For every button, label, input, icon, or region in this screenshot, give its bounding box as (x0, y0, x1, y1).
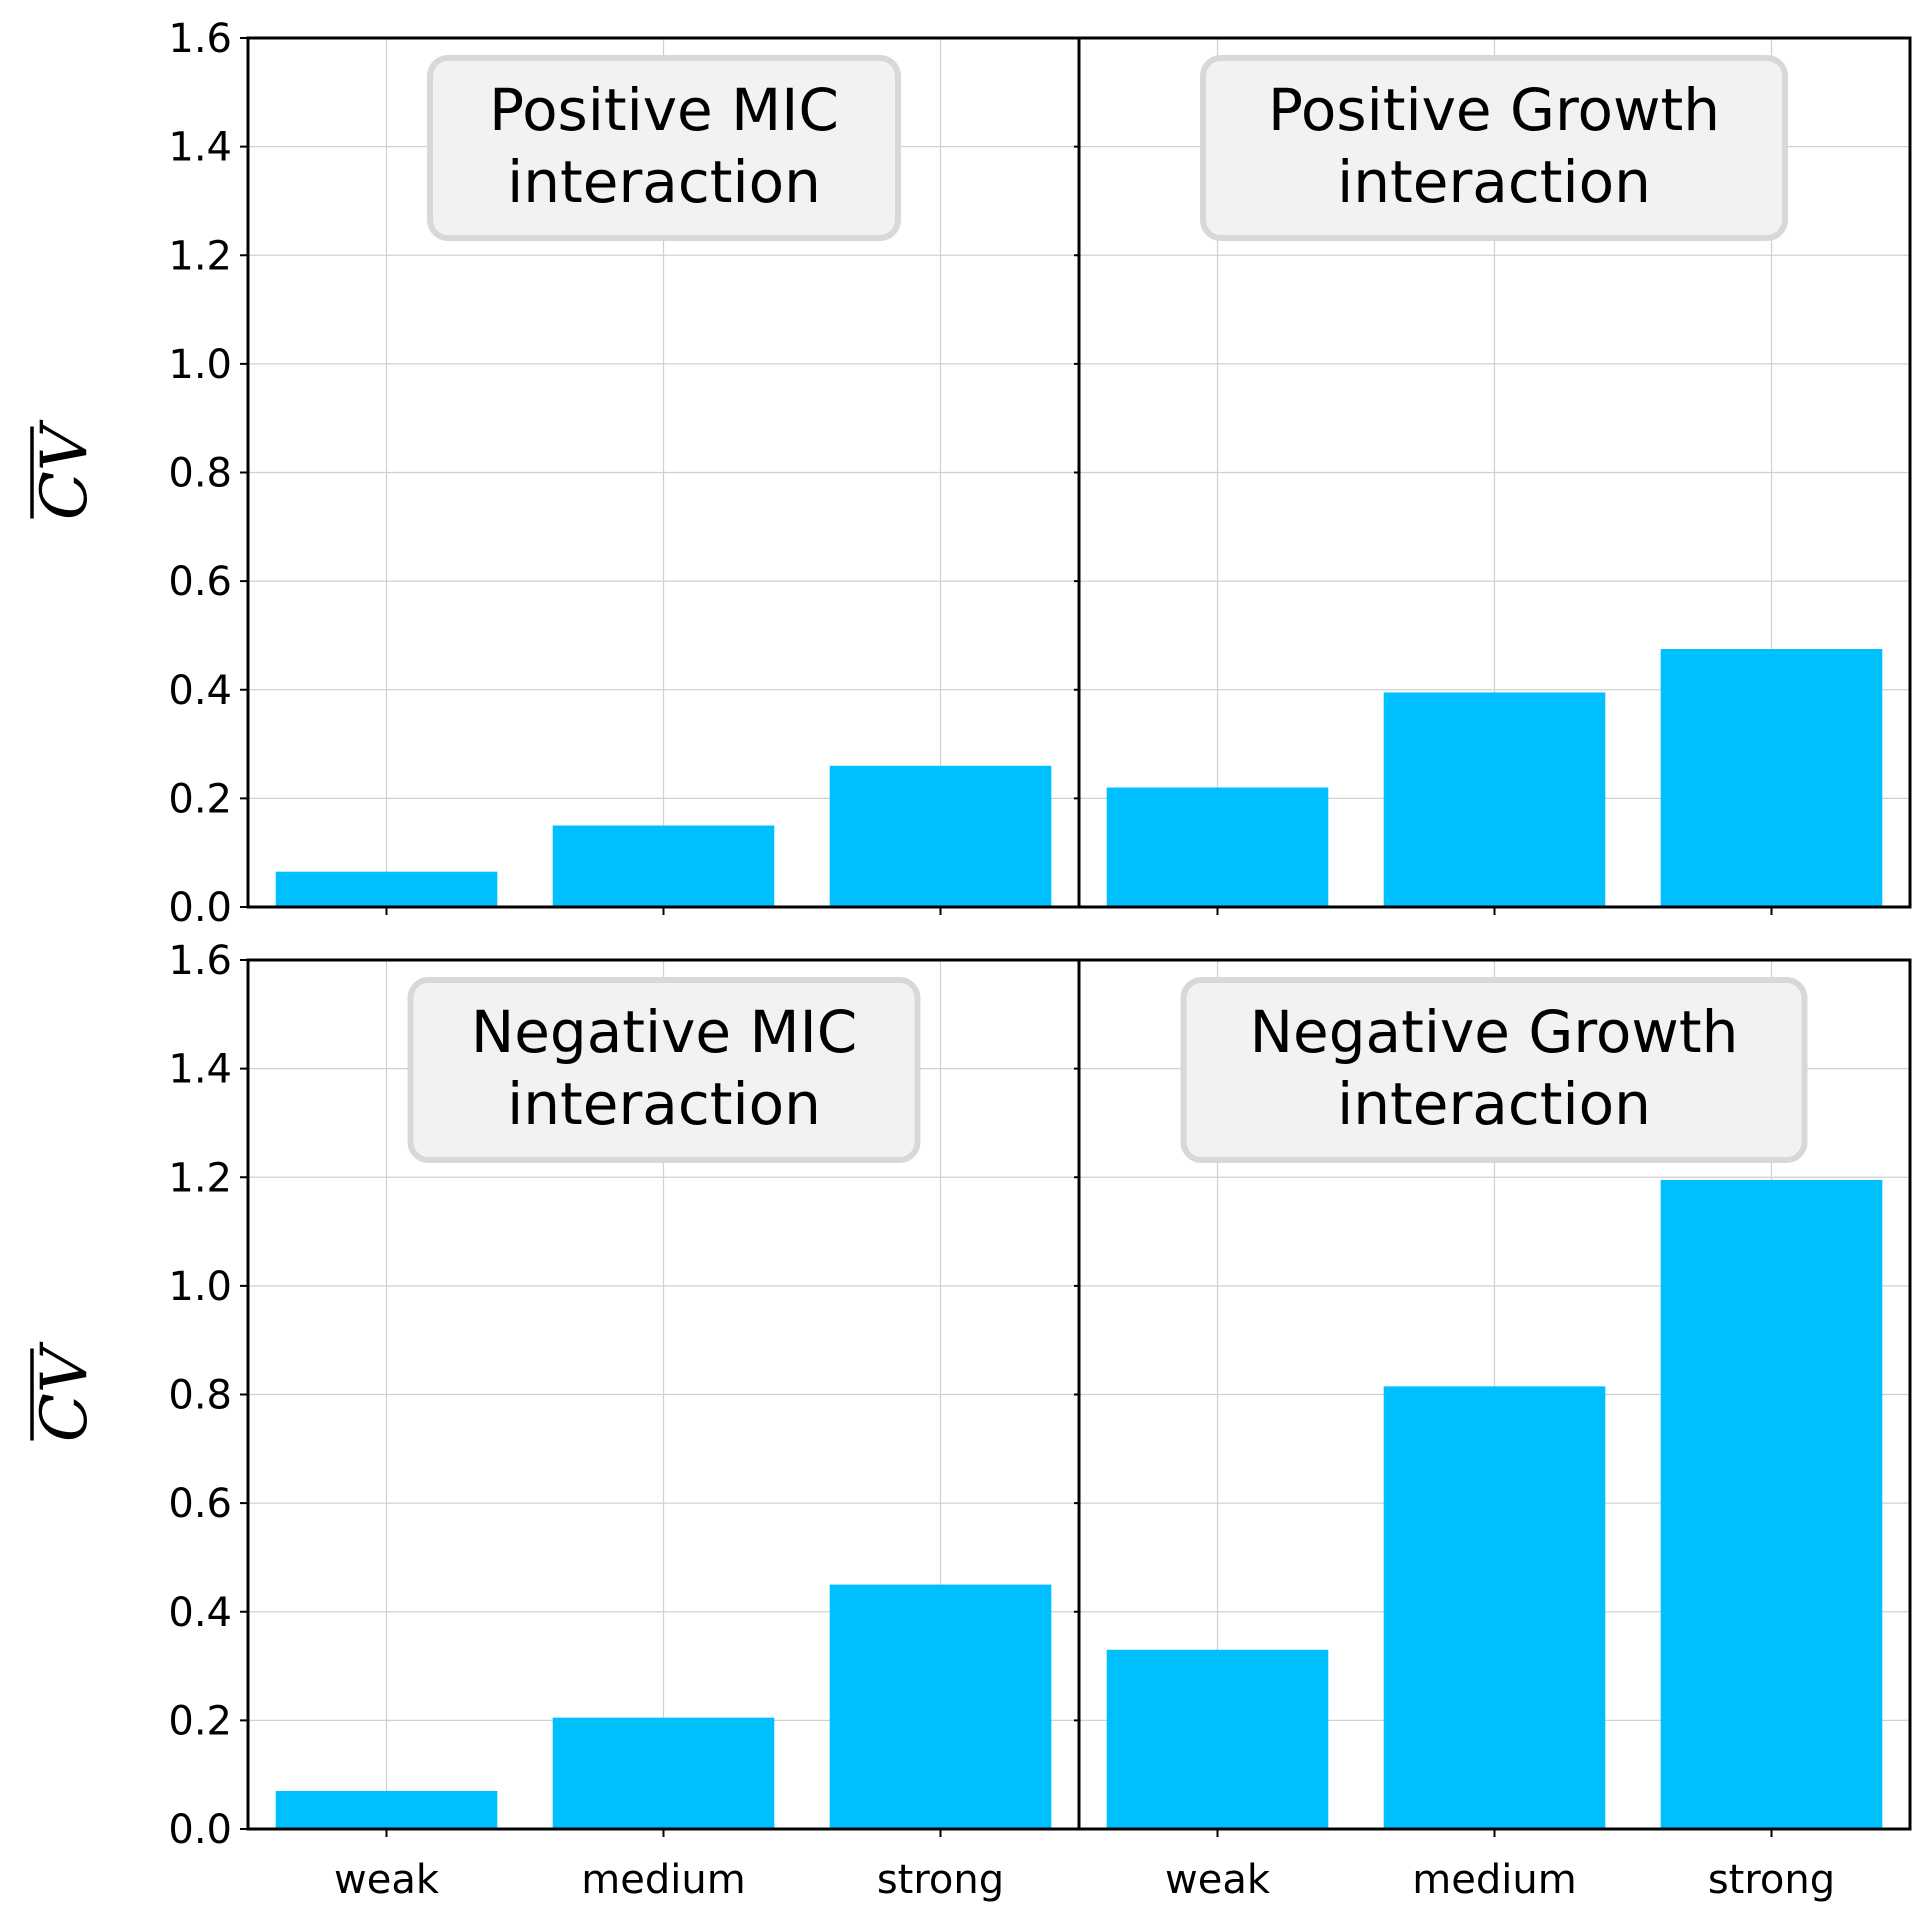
y-tick-label: 0.4 (168, 668, 232, 714)
y-tick-label: 0.8 (168, 1373, 232, 1419)
bar-strong (829, 1584, 1052, 1829)
panel-3: Negative MIC interaction 0.0 0.2 0.4 0.6 0.8 1.… (168, 938, 1081, 1903)
y-tick-label: 1.4 (168, 125, 232, 171)
bar-strong (829, 765, 1052, 907)
annotation-line: interaction (1337, 148, 1651, 216)
y-tick-label: 1.2 (168, 1155, 232, 1201)
panel-1: Positive MIC interaction 0.0 0.2 0.4 0.6 0.8 1.… (168, 16, 1081, 931)
bar-weak (275, 1790, 498, 1829)
annotation-line: interaction (507, 1070, 821, 1138)
annotation-box (1200, 55, 1788, 241)
y-tick-label: 1.0 (168, 342, 232, 388)
x-tick-label-medium: medium (1412, 1857, 1576, 1903)
panel-2: Positive Growth interaction (1074, 36, 1912, 915)
bar-weak (1106, 1649, 1329, 1829)
x-tick-label-weak: weak (1165, 1857, 1271, 1903)
bar-weak (275, 871, 498, 907)
y-axis-label-text: CV (28, 419, 102, 520)
y-axis-label: CV (28, 1341, 102, 1442)
bar-medium (1383, 692, 1606, 907)
annotation-line: interaction (507, 148, 821, 216)
y-tick-label: 0.6 (168, 1481, 232, 1527)
annotation-line: Negative MIC (471, 998, 857, 1066)
y-tick-label: 1.6 (168, 16, 232, 62)
y-axis-label-text: CV (28, 1341, 102, 1442)
annotation-box (407, 977, 921, 1163)
bar-medium (552, 825, 775, 907)
y-tick-label: 0.4 (168, 1590, 232, 1636)
annotation-text: Negative Growth interaction (1250, 998, 1739, 1138)
y-tick-label: 0.0 (168, 885, 232, 931)
annotation-box (427, 55, 901, 241)
annotation-line: Negative Growth (1250, 998, 1739, 1066)
annotation-text: Positive MIC interaction (489, 76, 839, 216)
y-tick-label: 1.2 (168, 233, 232, 279)
y-tick-label: 0.8 (168, 451, 232, 497)
y-tick-label: 0.6 (168, 559, 232, 605)
bar-weak (1106, 787, 1329, 907)
x-tick-label-strong: strong (877, 1857, 1004, 1903)
y-axis-label: CV (28, 419, 102, 520)
y-tick-label: 1.4 (168, 1047, 232, 1093)
bar-strong (1660, 649, 1883, 907)
annotation-text: Positive Growth interaction (1268, 76, 1720, 216)
x-tick-label-medium: medium (581, 1857, 745, 1903)
annotation-line: Positive MIC (489, 76, 839, 144)
y-tick-label: 1.0 (168, 1264, 232, 1310)
bar-strong (1660, 1179, 1883, 1829)
y-tick-label: 0.0 (168, 1807, 232, 1853)
y-tick-label: 0.2 (168, 1698, 232, 1744)
panel-4: Negative Growth interaction weak medium stro… (1074, 958, 1912, 1903)
bar-medium (552, 1717, 775, 1829)
annotation-text: Negative MIC interaction (471, 998, 857, 1138)
x-tick-label-strong: strong (1708, 1857, 1835, 1903)
bar-medium (1383, 1386, 1606, 1829)
annotation-line: Positive Growth (1268, 76, 1720, 144)
y-tick-label: 0.2 (168, 776, 232, 822)
annotation-line: interaction (1337, 1070, 1651, 1138)
y-tick-label: 1.6 (168, 938, 232, 984)
x-tick-label-weak: weak (334, 1857, 440, 1903)
annotation-box (1180, 977, 1808, 1163)
